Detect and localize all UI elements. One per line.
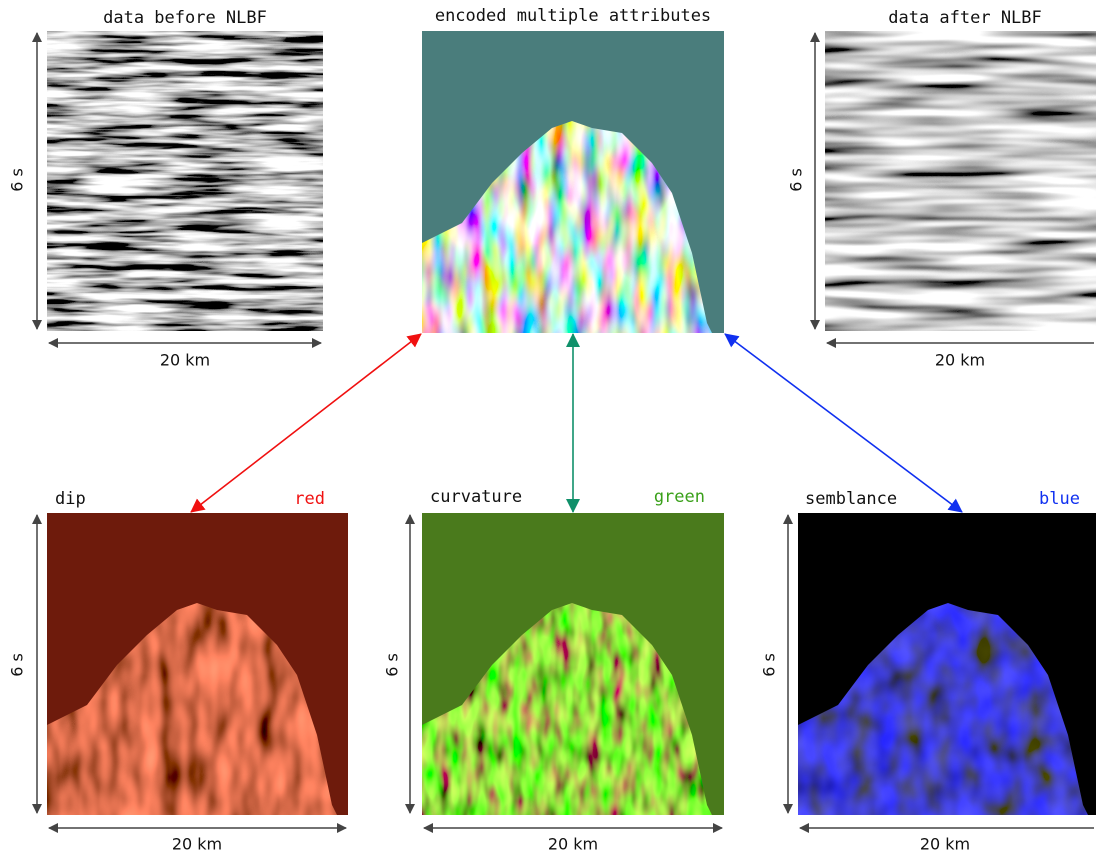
channel-label: red: [294, 489, 325, 509]
figure: data before NLBF 6 s 20 km encoded multi…: [0, 0, 1096, 854]
channel-label: green: [654, 487, 705, 507]
page: {"top_panels": [ {"title": "data before …: [0, 0, 1096, 854]
y-axis-label: 6 s: [8, 168, 27, 192]
seismic-image: [825, 31, 1096, 331]
panel-title: data after NLBF: [888, 8, 1042, 28]
panel-title: encoded multiple attributes: [435, 6, 711, 26]
panel-title: dip: [55, 489, 86, 509]
y-axis-label: 6 s: [787, 168, 806, 192]
y-axis-label: 6 s: [383, 653, 402, 677]
seismic-image: [47, 31, 323, 331]
x-axis-label: 20 km: [172, 835, 222, 854]
link-arrow: [725, 334, 962, 512]
link-arrow: [191, 334, 421, 512]
channel-label: blue: [1039, 489, 1080, 509]
panel-title: semblance: [805, 489, 897, 509]
y-axis-label: 6 s: [8, 653, 27, 677]
y-axis-label: 6 s: [760, 653, 779, 677]
x-axis-label: 20 km: [920, 835, 970, 854]
x-axis-label: 20 km: [160, 351, 210, 370]
panel-title: curvature: [430, 487, 522, 507]
x-axis-label: 20 km: [935, 351, 985, 370]
panel-title: data before NLBF: [103, 8, 267, 28]
x-axis-label: 20 km: [548, 835, 598, 854]
